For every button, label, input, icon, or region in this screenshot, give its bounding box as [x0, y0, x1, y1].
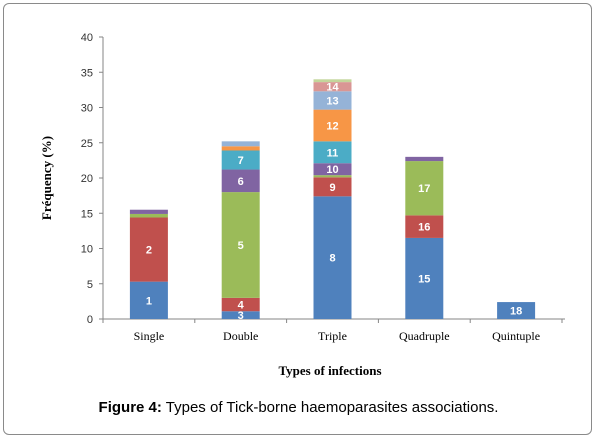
bar-segment-label: 8 [329, 253, 335, 265]
bar-segment-label: 15 [418, 273, 430, 285]
bar-segment [221, 297, 260, 312]
bar-segment-label: 3 [238, 310, 244, 322]
y-tick-label: 5 [87, 279, 93, 291]
bar-segment [221, 311, 260, 319]
x-axis: Single Double Triple Quadruple Quintuple [102, 318, 565, 343]
y-tick-label: 30 [81, 103, 93, 115]
bar-segment [129, 213, 168, 218]
bar-segment [313, 79, 352, 83]
y-tick-label: 20 [81, 173, 93, 185]
x-tick-label: Single [134, 329, 165, 343]
bar-segment-label: 13 [326, 95, 338, 107]
bar-segment [313, 109, 352, 142]
bar-segment-label: 12 [326, 120, 338, 132]
bar-segment [405, 237, 444, 319]
bar-segment [313, 196, 352, 319]
y-tick-label: 15 [81, 208, 93, 220]
x-tick-label: Triple [318, 329, 347, 343]
bar-segment [313, 141, 352, 164]
bar-segment-label: 1 [146, 295, 152, 307]
bar-segment [405, 156, 444, 162]
y-tick-label: 40 [81, 32, 93, 44]
caption-label: Figure 4: [98, 399, 162, 416]
bar-segment [405, 161, 444, 216]
bar-segment-label: 6 [238, 176, 244, 188]
bar-segment-label: 2 [146, 245, 152, 257]
bar-segment [313, 82, 352, 92]
bar-segment-label: 5 [238, 240, 244, 252]
y-axis: 0 5 10 15 20 25 30 35 40 [81, 32, 104, 326]
y-tick-label: 0 [87, 314, 93, 326]
bar-segment-label: 16 [418, 222, 430, 234]
y-tick-label: 35 [81, 67, 93, 79]
figure-caption: Figure 4: Types of Tick-borne haemoparas… [0, 399, 597, 416]
y-tick-labels: 0 5 10 15 20 25 30 35 40 [81, 32, 103, 326]
caption-text: Types of Tick-borne haemoparasites assoc… [161, 399, 499, 416]
x-tick-label: Quintuple [492, 329, 540, 343]
y-tick-label: 25 [81, 138, 93, 150]
bar-segment [313, 177, 352, 197]
bar-segment-label: 10 [326, 164, 338, 176]
bar-segment [129, 217, 168, 282]
bar-segment [221, 141, 260, 147]
bar-segment [497, 302, 536, 319]
bar-segment [129, 281, 168, 319]
bar-segment-label: 11 [327, 147, 339, 159]
y-tick-label: 10 [81, 244, 93, 256]
bar-segment [221, 146, 260, 151]
bar-segment [313, 163, 352, 176]
bar-segment [221, 150, 260, 170]
bar-segment-label: 18 [510, 306, 522, 318]
x-tick-label: Double [223, 329, 258, 343]
y-axis-title: Fréquency (%) [39, 136, 54, 220]
bar-segment-label: 9 [329, 182, 335, 194]
bar-segment-label: 14 [326, 82, 339, 94]
x-tick-labels: Single Double Triple Quadruple Quintuple [102, 319, 563, 343]
bar-segment-label: 17 [418, 183, 430, 195]
bar-segment [405, 215, 444, 238]
x-tick-label: Quadruple [399, 329, 450, 343]
bar-segment [221, 192, 260, 298]
x-axis-title: Types of infections [278, 363, 381, 378]
bar-segment-label: 4 [238, 300, 245, 312]
bar-segment [313, 175, 352, 178]
bar-segment [221, 169, 260, 193]
bar-segment-label: 7 [238, 155, 244, 167]
bar-segment [129, 209, 168, 214]
bar-segment [313, 91, 352, 110]
figure-frame [3, 3, 592, 435]
